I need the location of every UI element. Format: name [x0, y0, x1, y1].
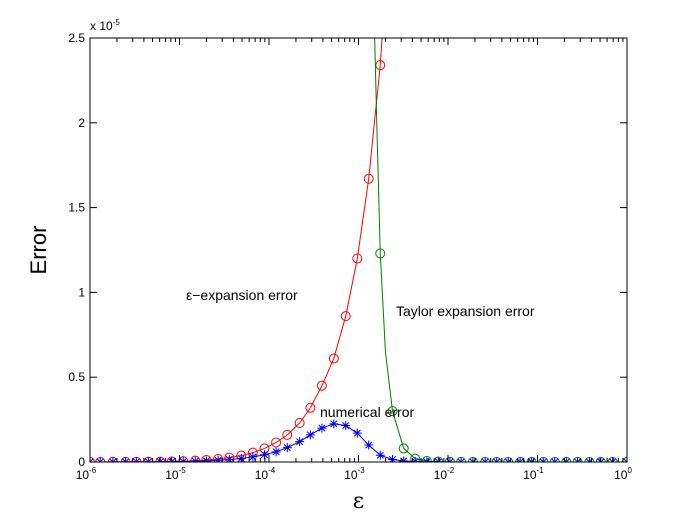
x-tick-label-exp: 0: [627, 466, 632, 475]
labels-layer: Error ε x 10-5 ε−expansion error Taylor …: [26, 18, 535, 514]
annotation-numerical-error: numerical error: [320, 404, 414, 420]
series-0-marker: [305, 402, 316, 413]
x-tick-label-exp: -4: [268, 466, 276, 475]
x-tick-label-base: 10: [434, 468, 448, 482]
series-2-marker: [352, 428, 362, 438]
series-2-marker: [317, 423, 327, 433]
series-2-marker: [329, 419, 339, 429]
annotation-epsilon-expansion: ε−expansion error: [186, 287, 298, 303]
y-tick-label: 0.5: [68, 370, 85, 384]
series-1-marker: [387, 406, 398, 417]
x-tick-label-base: 10: [165, 468, 179, 482]
y-tick-label: 0: [78, 455, 85, 469]
series-0-marker: [352, 253, 363, 264]
series-2-marker: [190, 456, 200, 462]
series-2-marker: [178, 456, 188, 462]
series-0-marker: [363, 173, 374, 184]
x-tick-label-exp: -6: [89, 466, 97, 475]
series-1-marker: [421, 455, 432, 462]
series-0-marker: [282, 429, 293, 440]
x-tick-label: 100: [614, 466, 632, 482]
x-tick-label: 10-2: [434, 466, 455, 482]
series-0-marker: [340, 311, 351, 322]
x-tick-label-exp: -3: [358, 466, 366, 475]
y-multiplier: x 10-5: [90, 18, 120, 33]
series-0-marker: [224, 452, 235, 462]
x-tick-label-exp: -5: [179, 466, 187, 475]
y-tick-label: 1.5: [68, 201, 85, 215]
series-2-marker: [364, 440, 374, 450]
x-tick-label-base: 10: [76, 468, 90, 482]
y-multiplier-exp: -5: [113, 18, 121, 27]
x-tick-label: 10-1: [523, 466, 544, 482]
series-2-marker: [224, 454, 234, 462]
series-2-marker: [248, 452, 258, 462]
series-0-marker: [316, 380, 327, 391]
series-2-marker: [295, 437, 305, 447]
series-2-marker: [375, 450, 385, 460]
x-tick-label-base: 10: [255, 468, 269, 482]
series-0-marker: [201, 454, 212, 462]
series-2-marker: [259, 450, 269, 460]
series-2-marker: [388, 454, 398, 462]
y-axis-label: Error: [26, 226, 51, 275]
series-0-marker: [328, 353, 339, 364]
y-tick-label: 1: [78, 285, 85, 299]
series-1-marker: [398, 443, 409, 454]
y-multiplier-base: x 10: [90, 19, 113, 33]
x-tick-label-exp: -1: [537, 466, 545, 475]
series-2-marker: [236, 453, 246, 462]
x-axis-label: ε: [353, 489, 364, 514]
x-tick-label-base: 10: [523, 468, 537, 482]
series-2-marker: [410, 456, 420, 462]
series-2-marker: [213, 455, 223, 462]
series-1-marker: [375, 248, 386, 259]
x-tick-label-base: 10: [344, 468, 358, 482]
series-1-marker: [410, 453, 421, 462]
series-2-marker: [305, 430, 315, 440]
series-0-marker: [271, 437, 282, 448]
x-tick-label-base: 10: [614, 468, 628, 482]
series-2-marker: [282, 443, 292, 453]
x-tick-label: 10-6: [76, 466, 97, 482]
x-tick-label: 10-3: [344, 466, 365, 482]
series-2-marker: [341, 421, 351, 431]
series-0-marker: [294, 417, 305, 428]
x-tick-label: 10-4: [255, 466, 276, 482]
series-2-marker: [271, 447, 281, 457]
y-tick-label: 2.5: [68, 31, 85, 45]
series-2-marker: [399, 456, 409, 462]
annotation-taylor-expansion: Taylor expansion error: [396, 303, 535, 319]
y-tick-label: 2: [78, 116, 85, 130]
x-tick-label: 10-5: [165, 466, 186, 482]
x-tick-label-exp: -2: [447, 466, 455, 475]
